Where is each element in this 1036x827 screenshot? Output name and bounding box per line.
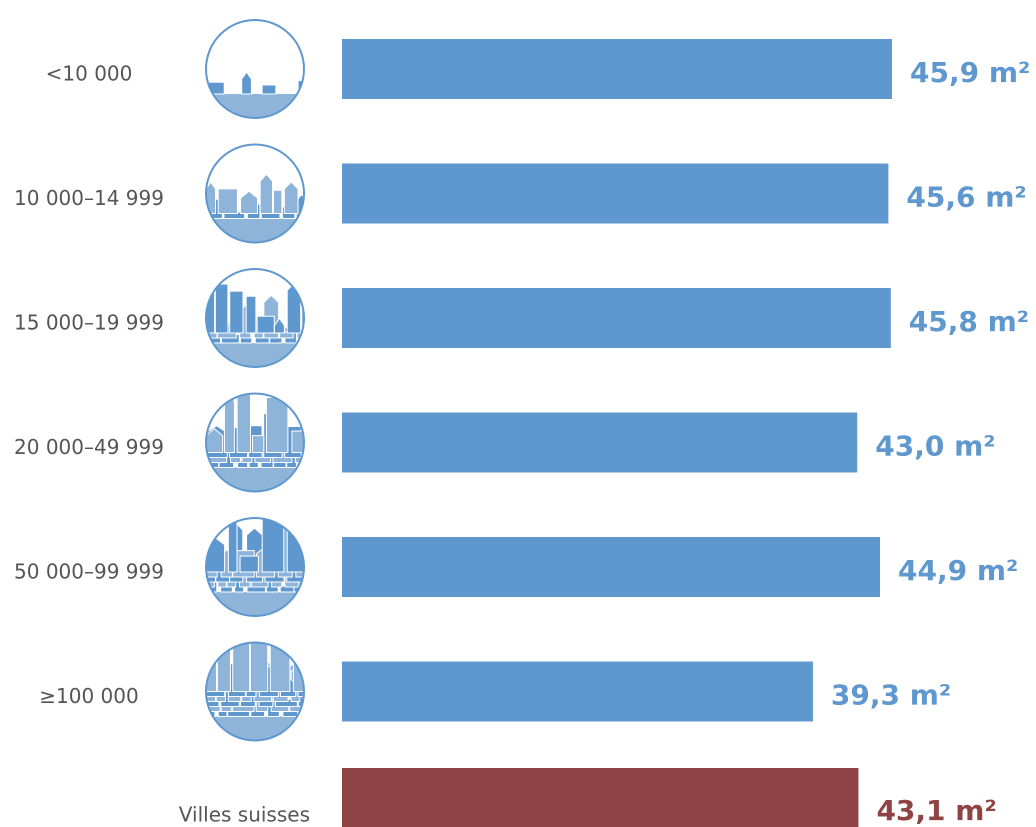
building xyxy=(273,189,283,215)
ground xyxy=(206,592,304,616)
value-label: 45,6 m² xyxy=(906,181,1026,214)
house xyxy=(286,518,304,573)
bar xyxy=(342,288,891,348)
bar xyxy=(342,412,858,473)
house xyxy=(283,181,299,214)
building xyxy=(265,396,289,453)
category-label: Villes suisses xyxy=(179,803,310,827)
building xyxy=(261,84,277,95)
building xyxy=(291,430,304,454)
category-label: 50 000–99 999 xyxy=(14,560,164,584)
icon-bg xyxy=(206,20,304,118)
building xyxy=(279,331,294,339)
house xyxy=(236,393,252,453)
category-label: <10 000 xyxy=(46,62,133,86)
value-label: 45,9 m² xyxy=(910,56,1030,89)
value-label: 43,1 m² xyxy=(876,794,996,827)
house xyxy=(286,282,302,334)
icon-ring xyxy=(205,392,305,493)
skyline xyxy=(206,393,304,492)
value-label: 43,0 m² xyxy=(875,430,995,463)
icon-ring xyxy=(205,268,305,368)
category-label: 10 000–14 999 xyxy=(14,186,164,210)
building xyxy=(245,295,257,334)
house xyxy=(302,657,304,702)
ground xyxy=(206,467,304,492)
value-label: 39,3 m² xyxy=(831,679,951,712)
house xyxy=(241,71,252,95)
house xyxy=(206,427,224,453)
category-label: 20 000–49 999 xyxy=(14,435,164,459)
building xyxy=(252,435,265,454)
house xyxy=(240,190,259,214)
house xyxy=(259,173,274,214)
skyline xyxy=(206,518,304,616)
icon-ring xyxy=(205,19,305,119)
bar xyxy=(342,768,859,827)
ground xyxy=(206,716,304,741)
building xyxy=(214,283,229,334)
ground xyxy=(206,218,304,243)
category-label: ≥100 000 xyxy=(39,684,138,708)
value-label: 45,8 m² xyxy=(909,305,1029,338)
ground xyxy=(206,343,304,367)
bar xyxy=(342,39,892,99)
bar xyxy=(342,661,813,722)
building xyxy=(217,188,238,215)
bar xyxy=(342,537,881,597)
icon-ring xyxy=(205,641,305,742)
icon-ring xyxy=(205,143,305,244)
house xyxy=(292,642,304,692)
house xyxy=(206,537,226,573)
icon-ring xyxy=(205,517,305,617)
building xyxy=(216,648,231,692)
skyline xyxy=(206,642,304,741)
value-label: 44,9 m² xyxy=(898,554,1018,587)
category-label: 15 000–19 999 xyxy=(14,311,164,335)
building xyxy=(227,518,238,573)
building xyxy=(261,518,285,573)
building xyxy=(239,555,259,573)
ground xyxy=(206,94,304,118)
building xyxy=(301,206,304,215)
building xyxy=(206,81,225,95)
house xyxy=(273,317,285,334)
building xyxy=(232,642,251,692)
house xyxy=(301,298,304,334)
bar xyxy=(342,163,889,224)
building xyxy=(229,290,244,334)
building xyxy=(256,315,275,334)
